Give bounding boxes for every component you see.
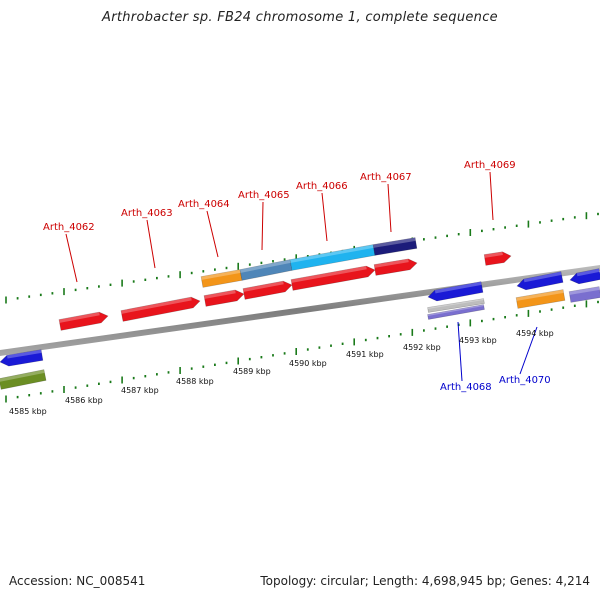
gene-label-forward[interactable]: Arth_4067	[360, 172, 412, 183]
feature-olive[interactable]	[0, 369, 47, 390]
gene-label-forward[interactable]: Arth_4066	[296, 181, 348, 192]
gene-feature-arth-4068[interactable]	[427, 281, 484, 303]
leader-line	[387, 183, 392, 233]
gene-label-forward[interactable]: Arth_4065	[238, 190, 290, 201]
gene-labels: Arth_4062 Arth_4063 Arth_4064 Arth_4065 Arth…	[43, 160, 551, 393]
gene-feature-arth-4066[interactable]	[290, 265, 376, 291]
gene-feature-arth-4063[interactable]	[120, 296, 201, 322]
kbp-tick-label: 4590 kbp	[289, 359, 327, 368]
kbp-tick-label: 4591 kbp	[346, 350, 384, 359]
accession-text: Accession: NC_008541	[9, 574, 146, 588]
gene-label-reverse[interactable]: Arth_4068	[440, 382, 492, 393]
kbp-axis-labels: 4585 kbp 4586 kbp 4587 kbp 4588 kbp 4589 kbp…	[9, 329, 554, 416]
feature-grey[interactable]	[427, 298, 485, 313]
feature-purple[interactable]	[427, 304, 485, 320]
kbp-tick-label: 4589 kbp	[233, 367, 271, 376]
kbp-tick-label: 4592 kbp	[403, 343, 441, 352]
feature-lightblue[interactable]	[289, 244, 376, 271]
kbp-tick-label: 4586 kbp	[65, 396, 103, 405]
gene-label-forward[interactable]: Arth_4064	[178, 199, 230, 210]
kbp-tick-label: 4594 kbp	[516, 329, 554, 338]
feature-purple-2[interactable]	[568, 286, 600, 303]
gene-feature-right-blue[interactable]	[569, 268, 600, 286]
leader-line	[206, 210, 219, 258]
feature-orange-2[interactable]	[515, 289, 566, 309]
kbp-tick-label: 4587 kbp	[121, 386, 159, 395]
label-leader-lines	[65, 171, 538, 382]
gene-features	[0, 237, 600, 390]
kbp-tick-label: 4585 kbp	[9, 407, 47, 416]
gene-feature-arth-4062[interactable]	[58, 311, 109, 331]
gene-label-forward[interactable]: Arth_4063	[121, 208, 173, 219]
leader-line	[489, 171, 494, 221]
gene-feature-arth-4067[interactable]	[373, 258, 418, 276]
gene-feature-arth-4064[interactable]	[203, 289, 245, 307]
gene-label-reverse[interactable]: Arth_4070	[499, 375, 551, 386]
feature-navy[interactable]	[372, 237, 418, 256]
kbp-tick-label: 4593 kbp	[459, 336, 497, 345]
gene-feature-left-blue[interactable]	[0, 349, 44, 368]
kbp-tick-label: 4588 kbp	[176, 377, 214, 386]
gene-feature-arth-4065[interactable]	[242, 280, 293, 300]
forward-tick-track	[5, 212, 599, 304]
leader-line	[65, 233, 78, 283]
leader-line	[146, 219, 156, 269]
reverse-tick-track	[5, 300, 599, 403]
feature-orange[interactable]	[200, 269, 243, 288]
map-title: Arthrobacter sp. FB24 chromosome 1, comp…	[102, 10, 498, 25]
leader-line	[519, 326, 538, 375]
leader-line	[457, 321, 463, 382]
gene-label-forward[interactable]: Arth_4069	[464, 160, 516, 171]
gene-feature-arth-4070[interactable]	[516, 271, 564, 292]
sequence-stats-text: Topology: circular; Length: 4,698,945 bp…	[260, 574, 590, 588]
gene-feature-arth-4069[interactable]	[483, 251, 512, 266]
leader-line	[261, 201, 264, 251]
feature-steelblue[interactable]	[239, 259, 293, 281]
leader-line	[321, 192, 328, 242]
gene-label-forward[interactable]: Arth_4062	[43, 222, 95, 233]
